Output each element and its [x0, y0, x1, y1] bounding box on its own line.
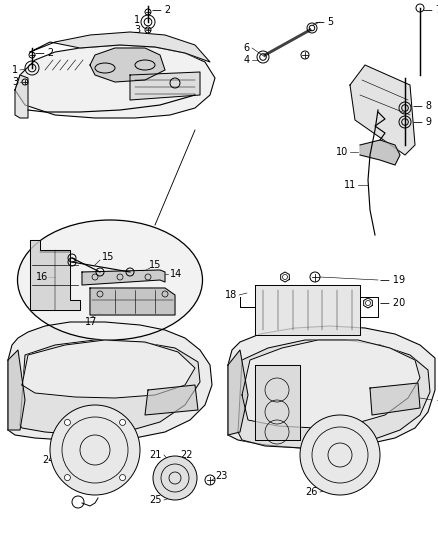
Text: 15: 15	[149, 260, 161, 270]
Text: 26: 26	[306, 487, 318, 497]
Polygon shape	[360, 140, 400, 165]
Polygon shape	[22, 340, 195, 398]
Text: 3: 3	[12, 77, 18, 87]
Text: 11: 11	[344, 180, 356, 190]
Text: — 27: — 27	[437, 395, 438, 405]
Text: — 9: — 9	[413, 117, 432, 127]
Circle shape	[50, 405, 140, 495]
Text: 17: 17	[85, 317, 97, 327]
Text: 24: 24	[42, 455, 55, 465]
Text: 6: 6	[244, 43, 250, 53]
Polygon shape	[145, 385, 198, 415]
Text: — 8: — 8	[413, 101, 432, 111]
Text: — 20: — 20	[380, 298, 405, 308]
Polygon shape	[228, 326, 435, 448]
Text: 3: 3	[134, 25, 140, 35]
Text: 21: 21	[150, 450, 162, 460]
Text: 4: 4	[244, 55, 250, 65]
Text: 18: 18	[225, 290, 237, 300]
Polygon shape	[238, 340, 430, 448]
Text: 15: 15	[102, 252, 114, 262]
Polygon shape	[30, 32, 210, 62]
Circle shape	[64, 474, 71, 481]
Polygon shape	[15, 45, 215, 118]
Text: — 2: — 2	[35, 48, 54, 58]
Polygon shape	[90, 48, 165, 82]
Text: 1: 1	[12, 65, 18, 75]
Polygon shape	[228, 350, 248, 435]
Polygon shape	[15, 75, 28, 118]
Polygon shape	[8, 350, 25, 430]
Text: 1: 1	[134, 15, 140, 25]
Circle shape	[120, 419, 126, 425]
Text: — 2: — 2	[152, 5, 171, 15]
Text: 16: 16	[36, 272, 48, 282]
Circle shape	[64, 419, 71, 425]
Circle shape	[300, 415, 380, 495]
Polygon shape	[255, 285, 360, 335]
Polygon shape	[350, 65, 415, 155]
Polygon shape	[82, 270, 165, 285]
Text: 22: 22	[180, 450, 192, 460]
Text: 10: 10	[336, 147, 348, 157]
Text: 25: 25	[149, 495, 162, 505]
Text: — 5: — 5	[315, 17, 334, 27]
Polygon shape	[130, 72, 200, 100]
Circle shape	[120, 474, 126, 481]
Polygon shape	[242, 340, 420, 428]
Circle shape	[153, 456, 197, 500]
Text: 14: 14	[170, 269, 182, 279]
Text: — 19: — 19	[380, 275, 405, 285]
Text: 23: 23	[215, 471, 227, 481]
Polygon shape	[8, 322, 212, 440]
Polygon shape	[255, 365, 300, 440]
Polygon shape	[20, 340, 200, 435]
Polygon shape	[30, 240, 80, 310]
Ellipse shape	[18, 220, 202, 340]
Polygon shape	[370, 383, 420, 415]
Polygon shape	[90, 288, 175, 315]
Text: — 7: — 7	[423, 5, 438, 15]
